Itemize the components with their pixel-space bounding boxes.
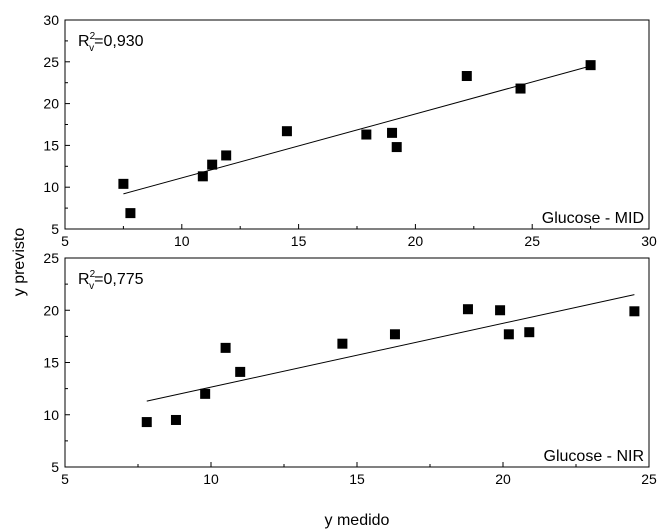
data-point [197, 171, 208, 182]
y-tick-label: 15 [43, 137, 59, 153]
x-tick-label: 10 [174, 233, 190, 249]
y-tick-label: 25 [43, 54, 59, 70]
data-point [200, 388, 211, 399]
x-axis-title: y medido [325, 512, 390, 529]
x-tick-label: 5 [61, 233, 69, 249]
data-point [461, 71, 472, 82]
data-point [629, 306, 640, 317]
data-point [125, 208, 136, 219]
plot-frame [64, 257, 650, 468]
data-point [170, 414, 181, 425]
data-point [361, 129, 372, 140]
fit-line [146, 294, 635, 402]
data-point [503, 329, 514, 340]
x-tick-label: 10 [203, 471, 219, 487]
data-point [207, 159, 218, 170]
x-tick-label: 20 [495, 471, 511, 487]
x-tick-label: 25 [524, 233, 540, 249]
data-point [235, 366, 246, 377]
y-tick-label: 10 [43, 407, 59, 423]
data-point [220, 342, 231, 353]
data-point [281, 126, 292, 137]
panel-2: 5 10 15 20 25 5 10 15 20 25 R2 v=0,775 Glucose - NIR [43, 250, 657, 487]
data-point [585, 60, 596, 71]
panel-label: Glucose - MID [542, 210, 644, 227]
y-tick-label: 20 [43, 302, 59, 318]
panel-label: Glucose - NIR [544, 448, 644, 465]
r2-annotation: R2 v=0,775 [78, 269, 144, 292]
x-tick-label: 25 [641, 471, 657, 487]
y-tick-label: 10 [43, 179, 59, 195]
data-point [389, 329, 400, 340]
y-axis-title: y previsto [11, 228, 28, 297]
y-tick-label: 25 [43, 250, 59, 266]
x-tick-label: 5 [61, 471, 69, 487]
x-tick-label: 15 [291, 233, 307, 249]
data-point [118, 178, 129, 189]
data-point [141, 417, 152, 428]
data-point [462, 304, 473, 315]
x-tick-label: 15 [349, 471, 365, 487]
y-tick-label: 5 [51, 221, 59, 237]
data-point [515, 83, 526, 94]
panel-1: 5 10 15 20 25 30 5 10 15 20 25 30 R2 v=0,930 Glucose -… [43, 12, 657, 249]
data-point [391, 142, 402, 153]
plot-frame [64, 19, 650, 230]
data-point [495, 305, 506, 316]
x-tick-label: 20 [408, 233, 424, 249]
r2-annotation: R2 v=0,930 [78, 31, 144, 54]
data-point [387, 127, 398, 138]
y-tick-label: 20 [43, 96, 59, 112]
y-tick-label: 15 [43, 355, 59, 371]
plots: 5 10 15 20 25 30 5 10 15 20 25 30 R2 v=0,930 Glucose -… [43, 12, 657, 487]
data-point [221, 150, 232, 161]
y-tick-label: 5 [51, 459, 59, 475]
x-tick-label: 30 [641, 233, 657, 249]
data-point [337, 338, 348, 349]
data-point [524, 327, 535, 338]
y-tick-label: 30 [43, 12, 59, 28]
